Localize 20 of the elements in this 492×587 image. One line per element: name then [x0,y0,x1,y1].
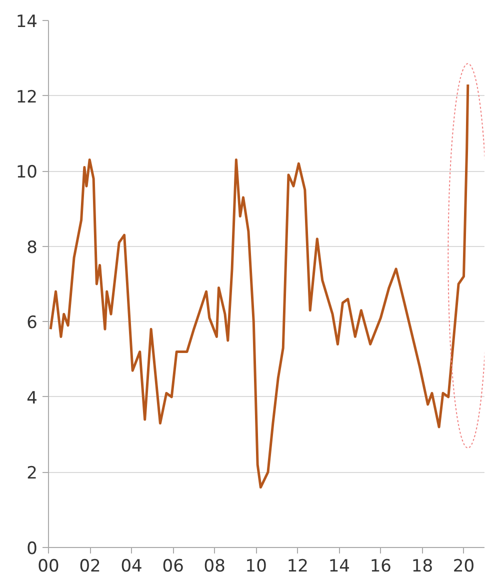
y-tick-label: 12 [16,87,38,108]
x-tick-label: 02 [79,556,101,576]
x-tick-label: 06 [162,556,184,576]
line-series [49,83,470,489]
x-tick-label: 08 [204,556,226,576]
x-tick-label: 12 [286,556,308,576]
y-tick-label: 4 [26,388,38,408]
y-tick-label: 0 [26,539,38,559]
y-tick-label: 2 [26,464,38,484]
y-tick-label: 14 [16,12,38,32]
x-tick-label: 16 [370,556,392,576]
x-tick-label: 10 [245,556,267,576]
x-tick-label: 04 [120,556,142,576]
x-tick-label: 00 [38,556,60,576]
y-tick-label: 6 [26,313,38,334]
y-tick-label: 10 [16,162,38,183]
y-tick-label: 8 [26,238,38,258]
x-tick-label: 20 [452,556,475,576]
x-tick-label: 14 [328,556,350,576]
x-tick-label: 18 [411,556,434,576]
